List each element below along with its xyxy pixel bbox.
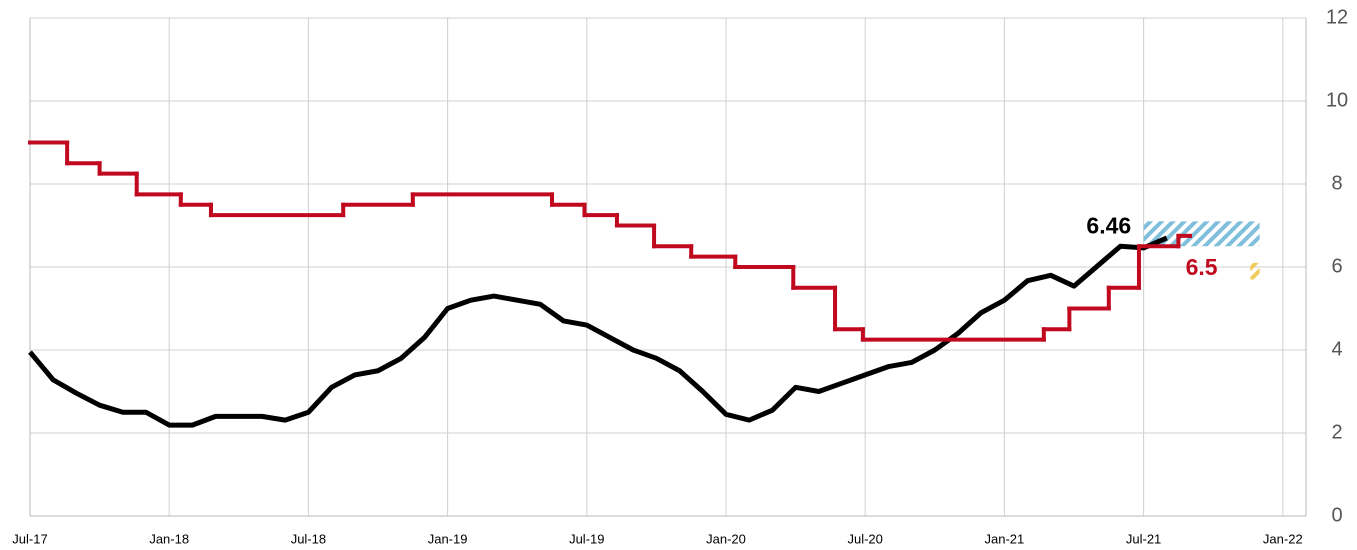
x-tick-label: Jan-18 [149, 531, 189, 546]
y-tick-label: 0 [1331, 504, 1342, 526]
y-tick-label: 6 [1331, 255, 1342, 277]
x-tick-label: Jul-20 [847, 531, 882, 546]
x-tick-label: Jul-19 [569, 531, 604, 546]
x-tick-label: Jul-18 [291, 531, 326, 546]
band [1250, 262, 1260, 280]
x-tick-label: Jan-20 [706, 531, 746, 546]
x-tick-label: Jan-21 [985, 531, 1025, 546]
y-tick-label: 12 [1326, 6, 1348, 28]
y-tick-label: 2 [1331, 421, 1342, 443]
x-tick-label: Jan-19 [428, 531, 468, 546]
annotation: 6.46 [1086, 213, 1131, 239]
y-tick-label: 4 [1331, 338, 1342, 360]
y-tick-label: 10 [1326, 89, 1348, 111]
x-tick-label: Jul-17 [12, 531, 47, 546]
x-tick-label: Jan-22 [1263, 531, 1303, 546]
annotation: 6.5 [1186, 254, 1218, 280]
line [28, 235, 1168, 428]
y-tick-label: 8 [1331, 172, 1342, 194]
x-tick-label: Jul-21 [1126, 531, 1161, 546]
